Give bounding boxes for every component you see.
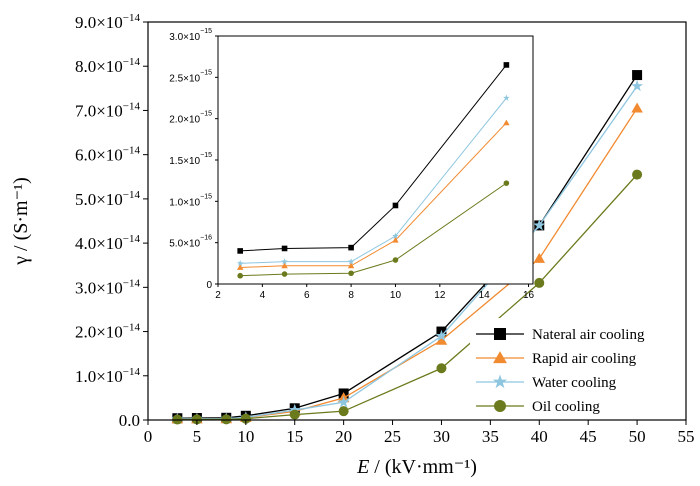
main-plot: 0 5 10 15 20 25 30 35 40 45 50 550.01.0×10−142.0×10…: [75, 12, 695, 446]
data-point-2-5: [337, 396, 350, 408]
legend-marker-3: [494, 400, 506, 412]
data-point-2-0: [236, 259, 244, 267]
data-point-3-6: [436, 363, 447, 374]
legend-marker-2: [492, 374, 508, 389]
x-tick-label-4: 10: [390, 290, 402, 301]
data-point-0-4: [503, 62, 510, 68]
x-tick-label-5: 12: [434, 290, 446, 301]
x-tick-label-8: 40: [531, 427, 548, 446]
x-tick-label-1: 4: [260, 290, 266, 301]
y-tick-label-6: 3.0×10−15: [169, 28, 212, 43]
x-tick-label-9: 45: [580, 427, 597, 446]
data-point-2-7: [533, 219, 546, 231]
data-point-2-4: [288, 403, 301, 416]
x-axis-label: E / (kV·mm⁻¹): [356, 456, 477, 478]
x-tick-label-6: 30: [433, 427, 450, 446]
legend-marker-0: [494, 328, 506, 340]
data-point-1-8: [631, 102, 643, 113]
x-tick-label-7: 35: [482, 427, 499, 446]
x-tick-label-3: 8: [348, 290, 354, 301]
data-point-3-3: [392, 257, 399, 263]
data-point-3-8: [632, 169, 643, 180]
data-point-2-6: [435, 329, 448, 342]
x-tick-label-2: 10: [237, 427, 254, 446]
x-tick-label-6: 14: [479, 290, 491, 301]
y-tick-label-2: 2.0×10−14: [75, 322, 141, 342]
legend-label-0: Nateral air cooling: [532, 327, 645, 343]
y-tick-label-4: 2.0×10−15: [169, 111, 212, 126]
data-point-2-8: [631, 79, 644, 92]
plot-background: [218, 36, 533, 284]
legend-marker-1: [493, 351, 507, 364]
y-tick-label-8: 8.0×10−14: [75, 56, 141, 76]
y-tick-label-6: 6.0×10−14: [75, 145, 141, 165]
legend-label-1: Rapid air cooling: [532, 351, 637, 367]
data-point-3-2: [221, 414, 232, 425]
data-point-2-3: [392, 232, 399, 239]
data-point-2-2: [347, 258, 355, 265]
y-tick-label-0: 0.0: [119, 411, 140, 430]
y-tick-label-1: 5.0×10−16: [169, 235, 212, 250]
data-point-1-6: [435, 334, 448, 345]
x-tick-label-0: 0: [144, 427, 153, 446]
data-point-0-8: [632, 70, 643, 81]
data-point-1-0: [236, 264, 244, 270]
data-point-3-0: [237, 272, 243, 279]
x-tick-label-7: 16: [523, 290, 535, 301]
data-point-0-1: [281, 245, 288, 252]
legend: Nateral air cooling Rapid air cooling Wate…: [470, 318, 684, 418]
x-tick-label-10: 50: [629, 427, 646, 446]
y-tick-label-4: 4.0×10−14: [75, 233, 141, 253]
legend-label-3: Oil cooling: [532, 399, 600, 415]
data-point-2-4: [503, 94, 510, 101]
x-tick-label-1: 5: [193, 427, 202, 446]
inset-plot: 2 4 6 8 10 12 14 16 0 5.0×10−16 1.0×10−15 1.5×10−15…: [169, 28, 534, 301]
y-tick-label-2: 1.0×10−15: [169, 193, 212, 208]
x-tick-label-2: 6: [304, 290, 310, 301]
data-point-1-3: [392, 236, 399, 243]
data-point-3-7: [534, 277, 545, 288]
data-point-1-4: [503, 119, 510, 126]
y-tick-label-3: 1.5×10−15: [169, 152, 212, 167]
data-point-0-3: [392, 202, 399, 209]
data-point-0-0: [237, 248, 243, 254]
x-tick-label-3: 15: [286, 427, 303, 446]
x-tick-label-5: 25: [384, 427, 401, 446]
data-point-3-5: [338, 406, 349, 417]
y-tick-label-9: 9.0×10−14: [75, 12, 141, 32]
data-point-3-4: [289, 409, 300, 420]
data-point-0-2: [348, 244, 354, 251]
y-tick-label-3: 3.0×10−14: [75, 277, 141, 297]
x-tick-label-0: 2: [215, 290, 221, 301]
data-point-3-4: [503, 180, 510, 186]
data-point-2-1: [281, 258, 288, 265]
plot-frame: [147, 21, 687, 421]
y-tick-label-7: 7.0×10−14: [75, 100, 141, 120]
data-point-1-2: [347, 262, 355, 269]
data-point-1-7: [533, 252, 546, 263]
y-tick-label-5: 5.0×10−14: [75, 189, 141, 209]
y-axis-label: γ / (S·m⁻¹): [10, 177, 32, 266]
data-point-3-2: [348, 270, 354, 277]
y-tick-label-0: 0: [206, 280, 212, 291]
data-point-1-1: [281, 262, 288, 269]
y-tick-label-1: 1.0×10−14: [75, 366, 141, 386]
x-tick-label-4: 20: [335, 427, 352, 446]
legend-label-2: Water cooling: [532, 375, 617, 391]
y-tick-label-5: 2.5×10−15: [169, 69, 212, 84]
data-point-3-3: [240, 413, 251, 424]
data-point-3-1: [281, 271, 288, 277]
x-tick-label-11: 55: [678, 427, 695, 446]
